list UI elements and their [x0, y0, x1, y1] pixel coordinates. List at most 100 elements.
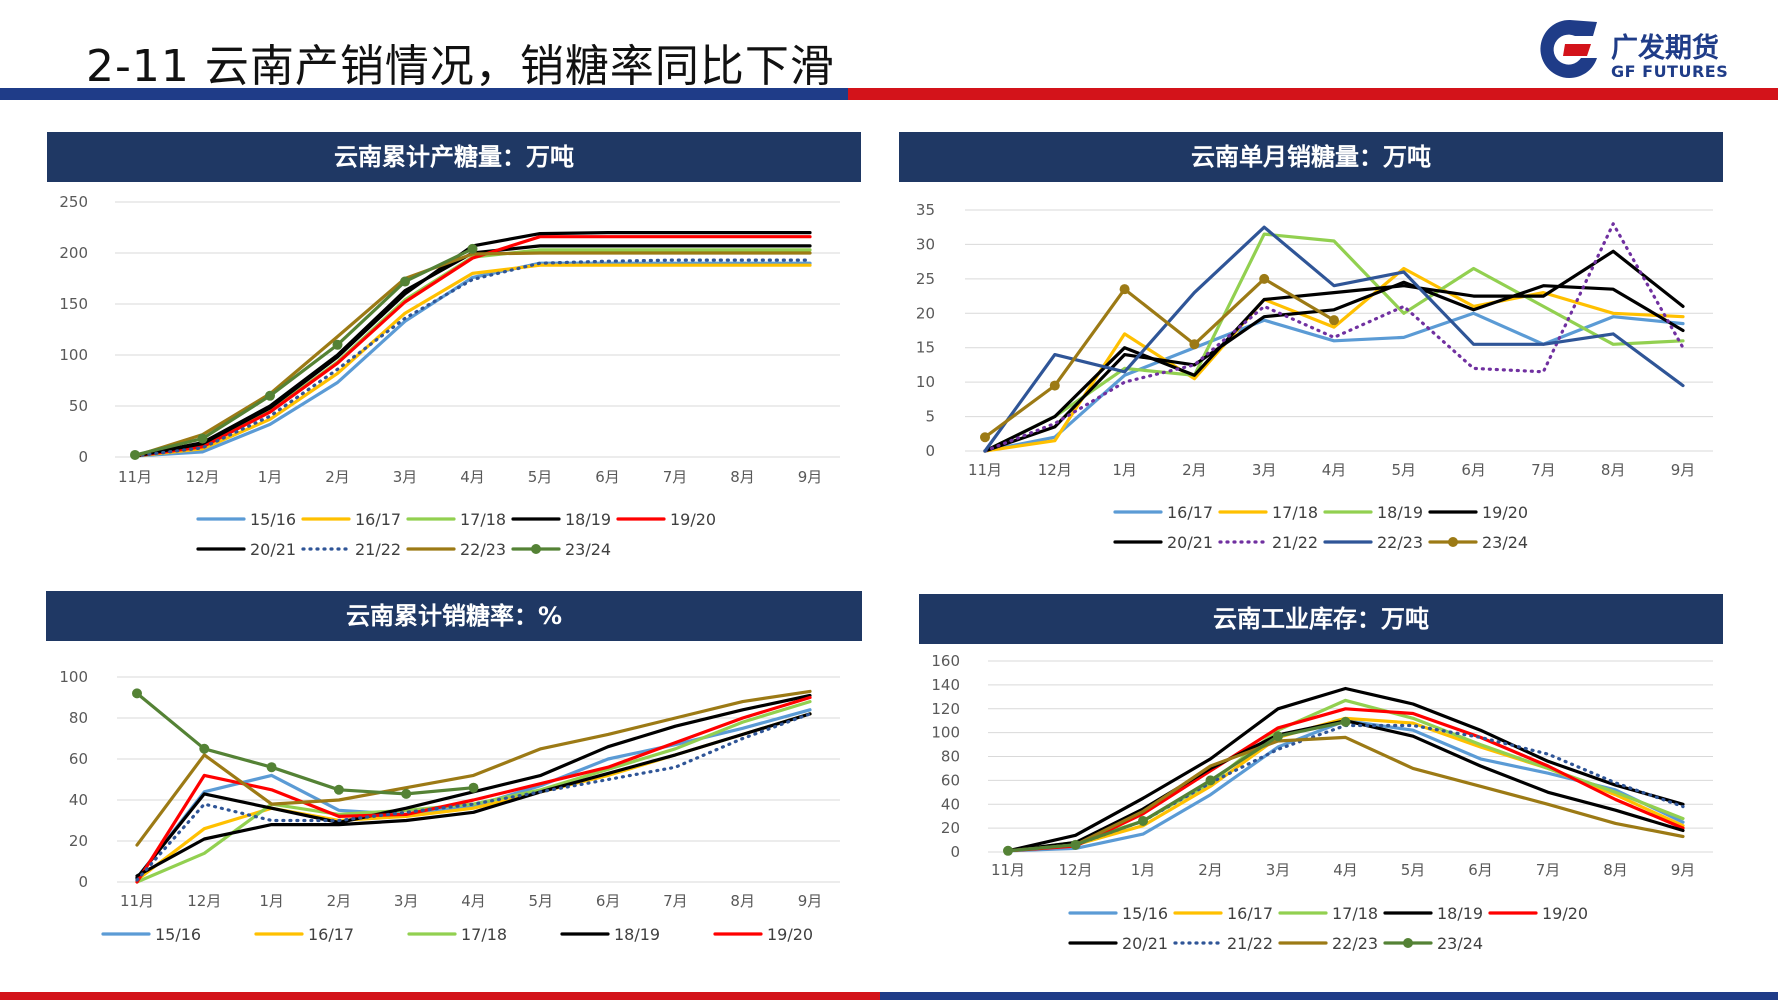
logo-text-en: GF FUTURES	[1611, 62, 1729, 81]
x-tick-label: 2月	[325, 468, 350, 486]
series-line	[983, 232, 1685, 453]
x-tick-label: 11月	[118, 468, 152, 486]
x-tick-label: 9月	[1671, 861, 1696, 879]
x-tick-label: 5月	[528, 468, 553, 486]
series-marker	[980, 432, 990, 443]
x-tick-label: 3月	[1266, 861, 1291, 879]
footer-blue-bar	[880, 992, 1778, 1000]
legend-label: 15/16	[1122, 904, 1168, 923]
legend-label: 21/22	[355, 540, 401, 559]
series-line	[1006, 720, 1348, 853]
x-tick-label: 9月	[798, 468, 823, 486]
series-marker	[1189, 339, 1200, 350]
y-tick-label: 0	[950, 843, 960, 861]
legend-label: 20/21	[1167, 533, 1213, 552]
chart-monthly-sales: 0 5 10 15 20 25 30 35 11月 12月 1月 2月 3月 4月 5月 6月 7月 8月 9月 16…	[916, 201, 1713, 552]
series-line	[1006, 735, 1685, 853]
x-tick-label: 5月	[529, 892, 554, 910]
series-marker	[1329, 315, 1339, 326]
series-line	[133, 251, 812, 458]
series-line	[983, 249, 1685, 453]
series-line	[135, 712, 812, 882]
x-tick-label: 4月	[1322, 461, 1347, 479]
legend-label: 19/20	[1542, 904, 1588, 923]
x-tick-label: 2月	[327, 892, 352, 910]
legend-label: 22/23	[460, 540, 506, 559]
series-marker	[1119, 284, 1130, 295]
legend-label: 22/23	[1332, 934, 1378, 953]
header-blue-bar	[0, 88, 848, 100]
series-marker	[130, 449, 140, 460]
y-tick-label: 120	[931, 700, 960, 718]
panel-title-monthly-sales: 云南单月销糖量：万吨	[899, 132, 1723, 182]
x-tick-label: 12月	[1038, 461, 1072, 479]
series-line	[135, 691, 476, 796]
series-line	[1006, 686, 1685, 853]
header-red-bar	[848, 88, 1778, 100]
y-tick-label: 80	[69, 709, 88, 727]
y-tick-label: 25	[916, 270, 935, 288]
series-line	[133, 261, 812, 458]
chart-industrial-stock: 0 20 40 60 80 100 120 140 160 11月 12月 1月 2月 3月 4月 5月 6月 7…	[931, 652, 1713, 953]
y-tick-label: 50	[69, 397, 88, 415]
y-tick-label: 20	[916, 304, 935, 322]
x-tick-label: 3月	[393, 468, 418, 486]
x-tick-label: 7月	[663, 468, 688, 486]
x-tick-label: 7月	[1536, 861, 1561, 879]
y-tick-label: 100	[931, 724, 960, 742]
x-tick-label: 12月	[1058, 861, 1092, 879]
legend-label: 19/20	[767, 925, 813, 944]
series-marker	[468, 782, 479, 793]
series-marker	[1259, 273, 1270, 284]
x-tick-label: 5月	[1401, 861, 1426, 879]
x-tick-label: 1月	[1112, 461, 1137, 479]
y-tick-label: 35	[916, 201, 935, 219]
series-marker	[1273, 731, 1283, 742]
x-tick-label: 1月	[258, 468, 283, 486]
series-marker	[132, 688, 142, 699]
y-tick-label: 100	[59, 668, 88, 686]
legend-label: 16/17	[308, 925, 354, 944]
chart-cum-sales-rate: 0 20 40 60 80 100 11月 12月 1月 2月 3月 4月 5月 6月 7月 8月 9月 15/1…	[59, 668, 840, 944]
legend-label: 17/18	[1332, 904, 1378, 923]
x-tick-label: 1月	[259, 892, 284, 910]
legend-marker	[531, 544, 541, 554]
series-marker	[400, 276, 410, 287]
series-marker	[333, 784, 344, 795]
legend-marker	[1448, 537, 1458, 547]
y-tick-label: 40	[941, 795, 960, 813]
x-tick-label: 9月	[798, 892, 823, 910]
series-marker	[1205, 775, 1216, 786]
y-tick-label: 20	[69, 832, 88, 850]
x-tick-label: 1月	[1131, 861, 1156, 879]
legend-label: 20/21	[1122, 934, 1168, 953]
x-tick-label: 3月	[394, 892, 419, 910]
panel-title-cum-sales-rate: 云南累计销糖率：%	[46, 591, 862, 641]
chart-cum-prod: 0 50 100 150 200 250 11月 12月 1月 2月 3月 4月 5月 6月 7月 8月 9月 1…	[59, 193, 840, 559]
x-tick-label: 11月	[991, 861, 1025, 879]
y-tick-label: 140	[931, 676, 960, 694]
series-line	[135, 712, 812, 882]
series-line	[135, 712, 812, 878]
legend-label: 17/18	[1272, 503, 1318, 522]
legend-label: 18/19	[1437, 904, 1483, 923]
legend-label: 23/24	[1437, 934, 1483, 953]
series-line	[1006, 707, 1685, 853]
panel-title-industrial-stock: 云南工业库存：万吨	[919, 594, 1723, 644]
legend-label: 21/22	[1227, 934, 1273, 953]
series-line	[983, 225, 1685, 453]
y-tick-label: 20	[941, 819, 960, 837]
legend-label: 23/24	[565, 540, 611, 559]
legend-label: 15/16	[250, 510, 296, 529]
x-tick-label: 12月	[187, 892, 221, 910]
y-tick-label: 40	[69, 791, 88, 809]
legend-label: 15/16	[155, 925, 201, 944]
legend-label: 17/18	[461, 925, 507, 944]
x-tick-label: 9月	[1671, 461, 1696, 479]
series-line	[133, 235, 812, 458]
series-line	[135, 689, 812, 847]
series-line	[133, 247, 475, 457]
x-tick-label: 3月	[1252, 461, 1277, 479]
x-tick-label: 6月	[1468, 861, 1493, 879]
